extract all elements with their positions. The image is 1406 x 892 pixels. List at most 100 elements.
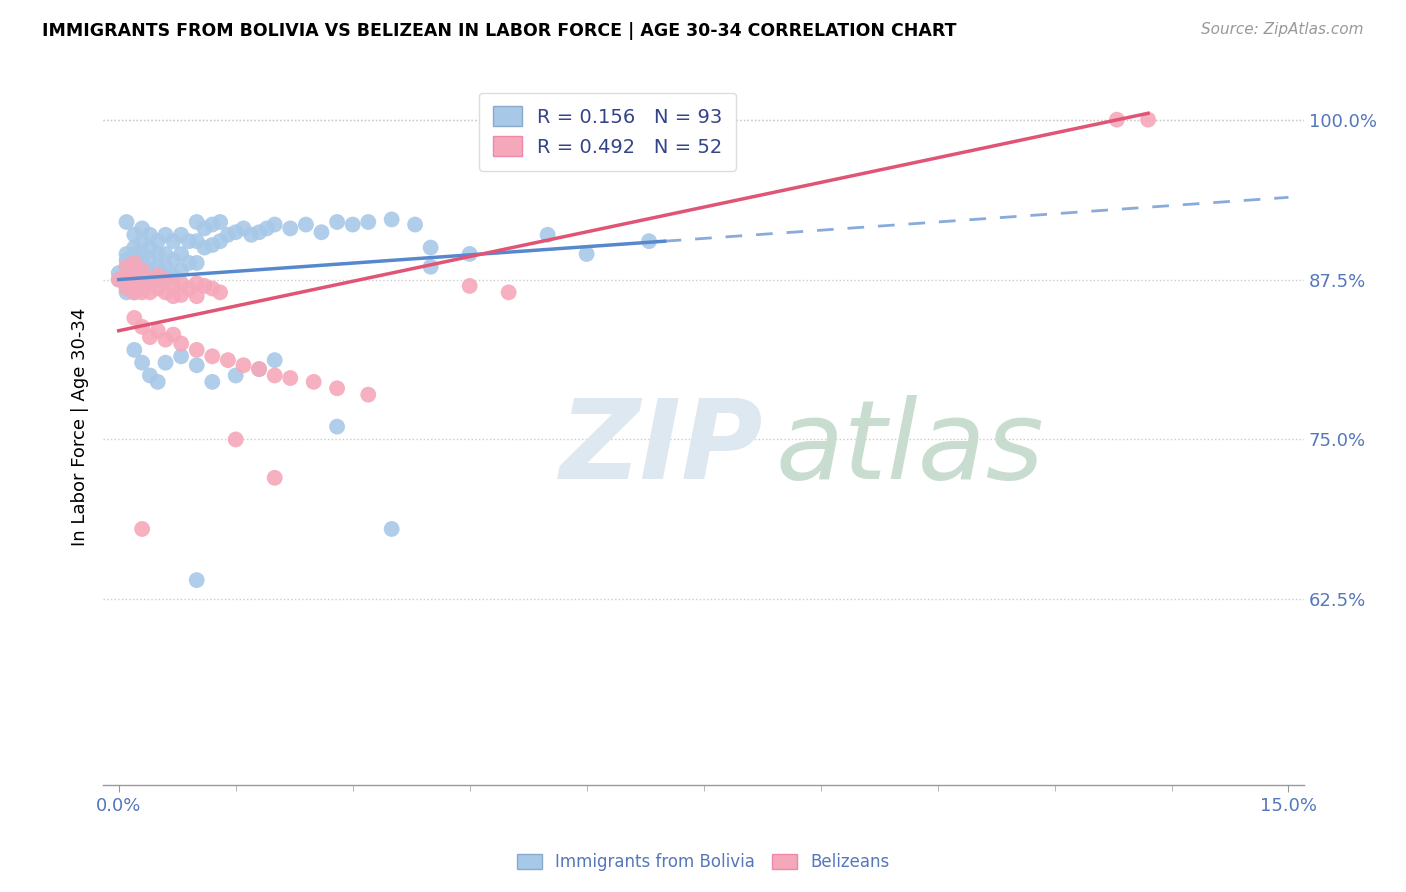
Point: [170, 263, 193, 277]
Point: [263, 353, 285, 368]
Point: [115, 260, 138, 274]
Point: [139, 368, 162, 383]
Point: [131, 234, 153, 248]
Point: [131, 281, 153, 295]
Point: [225, 368, 247, 383]
Point: [155, 272, 177, 286]
Point: [162, 234, 184, 248]
Point: [131, 522, 153, 536]
Point: [217, 353, 239, 368]
Point: [536, 227, 558, 242]
Point: [1137, 112, 1160, 127]
Point: [131, 263, 153, 277]
Point: [170, 349, 193, 363]
Point: [458, 279, 481, 293]
Point: [124, 277, 146, 291]
Point: [263, 218, 285, 232]
Point: [146, 281, 169, 295]
Point: [170, 247, 193, 261]
Text: Source: ZipAtlas.com: Source: ZipAtlas.com: [1201, 22, 1364, 37]
Point: [162, 289, 184, 303]
Point: [311, 225, 333, 239]
Point: [131, 285, 153, 300]
Point: [247, 362, 270, 376]
Point: [115, 285, 138, 300]
Point: [295, 218, 318, 232]
Point: [186, 277, 208, 291]
Point: [146, 324, 169, 338]
Point: [155, 333, 177, 347]
Point: [115, 279, 138, 293]
Point: [115, 260, 138, 274]
Point: [146, 260, 169, 274]
Point: [115, 253, 138, 268]
Point: [170, 227, 193, 242]
Point: [115, 247, 138, 261]
Point: [124, 260, 146, 274]
Point: [232, 221, 254, 235]
Point: [124, 272, 146, 286]
Point: [124, 247, 146, 261]
Point: [124, 227, 146, 242]
Point: [225, 225, 247, 239]
Point: [263, 368, 285, 383]
Point: [186, 573, 208, 587]
Point: [124, 241, 146, 255]
Point: [177, 234, 200, 248]
Point: [381, 212, 404, 227]
Point: [155, 356, 177, 370]
Point: [139, 330, 162, 344]
Point: [131, 263, 153, 277]
Point: [357, 387, 380, 401]
Point: [162, 327, 184, 342]
Point: [575, 247, 598, 261]
Point: [247, 362, 270, 376]
Point: [139, 253, 162, 268]
Point: [170, 277, 193, 291]
Point: [498, 285, 520, 300]
Point: [139, 263, 162, 277]
Point: [115, 272, 138, 286]
Point: [139, 285, 162, 300]
Point: [124, 256, 146, 270]
Point: [139, 272, 162, 286]
Point: [186, 234, 208, 248]
Point: [124, 343, 146, 357]
Point: [232, 358, 254, 372]
Point: [193, 241, 215, 255]
Point: [131, 356, 153, 370]
Point: [107, 266, 129, 280]
Point: [209, 285, 232, 300]
Point: [201, 238, 224, 252]
Point: [381, 522, 404, 536]
Point: [357, 215, 380, 229]
Point: [131, 272, 153, 286]
Point: [139, 241, 162, 255]
Point: [638, 234, 661, 248]
Point: [186, 289, 208, 303]
Point: [139, 272, 162, 286]
Point: [419, 241, 441, 255]
Point: [177, 256, 200, 270]
Point: [240, 227, 263, 242]
Point: [162, 268, 184, 283]
Point: [247, 225, 270, 239]
Point: [419, 260, 441, 274]
Point: [155, 227, 177, 242]
Point: [225, 433, 247, 447]
Point: [146, 375, 169, 389]
Point: [107, 272, 129, 286]
Point: [131, 272, 153, 286]
Point: [139, 227, 162, 242]
Point: [193, 221, 215, 235]
Point: [404, 218, 426, 232]
Point: [155, 268, 177, 283]
Point: [326, 419, 349, 434]
Point: [1105, 112, 1128, 127]
Point: [115, 215, 138, 229]
Point: [162, 253, 184, 268]
Point: [146, 234, 169, 248]
Point: [170, 336, 193, 351]
Point: [124, 266, 146, 280]
Point: [155, 285, 177, 300]
